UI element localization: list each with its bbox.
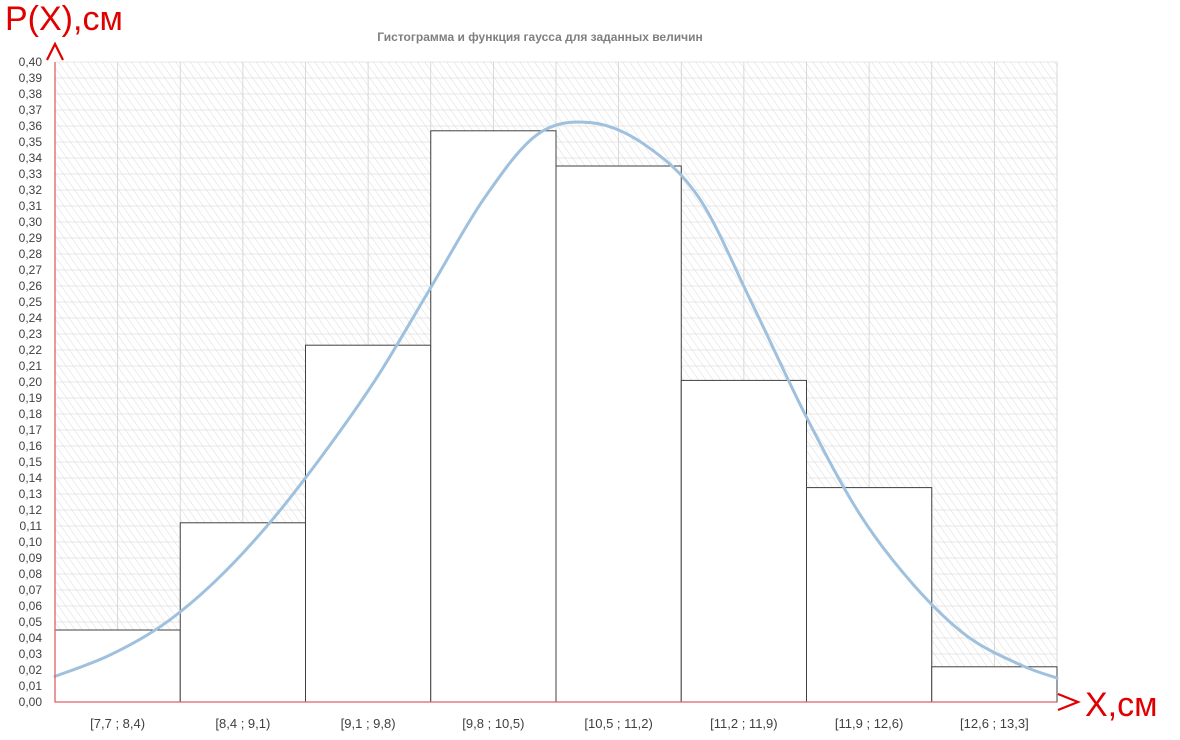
histogram-bar <box>179 522 306 703</box>
x-tick-label: [9,1 ; 9,8) <box>341 716 396 731</box>
y-tick-label: 0,24 <box>19 311 43 325</box>
y-tick-label: 0,01 <box>19 679 43 693</box>
y-tick-label: 0,11 <box>20 519 43 533</box>
y-tick-label: 0,22 <box>19 343 43 357</box>
gauss-curve <box>53 120 1059 680</box>
x-tick-label: [7,7 ; 8,4) <box>90 716 145 731</box>
y-tick-label: 0,36 <box>19 119 43 133</box>
y-tick-label: 0,30 <box>19 215 43 229</box>
chart-title: Гистограмма и функция гаусса для заданны… <box>377 30 702 44</box>
y-tick-label: 0,40 <box>19 55 43 69</box>
y-tick-label: 0,37 <box>19 103 43 117</box>
y-tick-label: 0,08 <box>19 567 43 581</box>
y-tick-label: 0,07 <box>19 583 43 597</box>
x-tick-label: [10,5 ; 11,2) <box>584 716 652 731</box>
y-tick-label: 0,35 <box>19 135 43 149</box>
y-tick-label: 0,27 <box>19 263 43 277</box>
y-tick-label: 0,09 <box>19 551 43 565</box>
y-tick-label: 0,06 <box>19 599 43 613</box>
y-tick-label: 0,23 <box>19 327 43 341</box>
histogram-bar <box>555 165 682 703</box>
y-tick-label: 0,38 <box>19 87 43 101</box>
x-tick-label: [8,4 ; 9,1) <box>215 716 270 731</box>
y-tick-label: 0,00 <box>19 695 43 709</box>
histogram-bar <box>305 344 432 703</box>
x-tick-label: [9,8 ; 10,5) <box>462 716 524 731</box>
y-tick-label: 0,10 <box>19 535 43 549</box>
y-tick-label: 0,20 <box>19 375 43 389</box>
x-arrow-icon <box>1057 692 1081 712</box>
y-tick-label: 0,33 <box>19 167 43 181</box>
y-tick-label: 0,04 <box>19 631 43 645</box>
y-tick-label: 0,31 <box>19 199 43 213</box>
y-tick-label: 0,21 <box>19 359 43 373</box>
x-tick-label: [12,6 ; 13,3] <box>960 716 1029 731</box>
y-tick-label: 0,16 <box>19 439 43 453</box>
y-tick-label: 0,18 <box>19 407 43 421</box>
y-tick-label: 0,14 <box>19 471 43 485</box>
y-tick-label: 0,13 <box>19 487 43 501</box>
y-tick-label: 0,15 <box>19 455 43 469</box>
y-tick-label: 0,32 <box>19 183 43 197</box>
y-tick-label: 0,26 <box>19 279 43 293</box>
y-tick-label: 0,05 <box>19 615 43 629</box>
y-tick-label: 0,28 <box>19 247 43 261</box>
y-tick-label: 0,02 <box>19 663 43 677</box>
histogram-bar <box>806 487 933 703</box>
y-tick-label: 0,25 <box>19 295 43 309</box>
y-tick-label: 0,29 <box>19 231 43 245</box>
y-arrow-icon <box>46 41 64 61</box>
y-tick-label: 0,39 <box>19 71 43 85</box>
y-tick-label: 0,34 <box>19 151 43 165</box>
x-tick-label: [11,9 ; 12,6) <box>835 716 903 731</box>
y-tick-label: 0,19 <box>19 391 43 405</box>
y-tick-label: 0,17 <box>19 423 43 437</box>
y-tick-labels: 0,00 0,01 0,02 0,03 0,04 0,05 0,06 0,07 0,08 0,09… <box>19 55 43 709</box>
x-tick-label: [11,2 ; 11,9) <box>710 716 777 731</box>
x-tick-labels: [7,7 ; 8,4) [8,4 ; 9,1) [9,1 ; 9,8) [9,8 ; … <box>90 716 1029 731</box>
y-axis-annotation: P(X),см <box>5 0 123 38</box>
x-axis-annotation: X,см <box>1085 686 1158 724</box>
histogram-bar <box>54 629 181 703</box>
histogram-bar <box>430 130 557 703</box>
bars <box>54 130 1058 703</box>
y-tick-label: 0,03 <box>19 647 43 661</box>
y-tick-label: 0,12 <box>19 503 43 517</box>
histogram-bar <box>680 379 807 703</box>
